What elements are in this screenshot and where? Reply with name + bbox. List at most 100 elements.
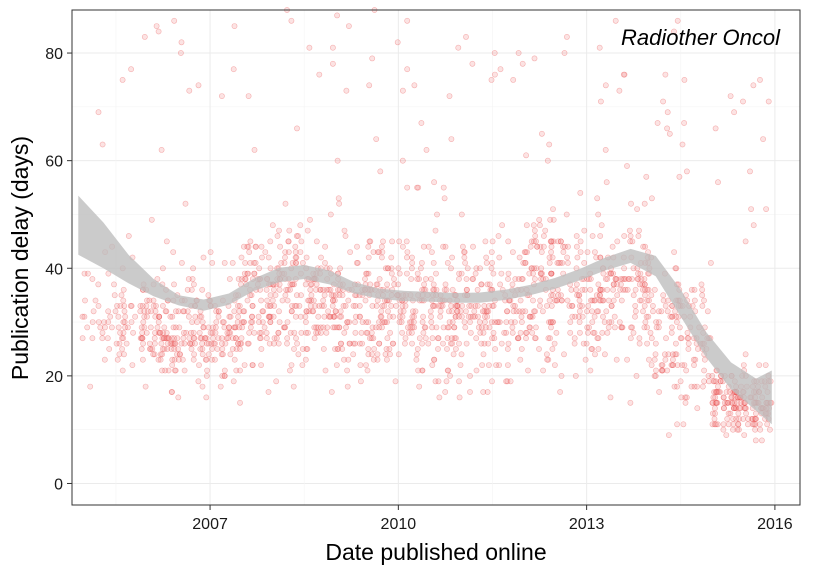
scatter-point	[185, 313, 192, 320]
scatter-point	[522, 308, 529, 315]
scatter-point	[546, 319, 552, 325]
scatter-point	[303, 254, 310, 261]
scatter-point	[579, 313, 586, 320]
scatter-point	[354, 243, 360, 250]
scatter-point	[597, 233, 604, 239]
scatter-point	[388, 265, 395, 272]
scatter-point	[582, 286, 588, 293]
scatter-point	[730, 415, 736, 422]
scatter-point	[155, 319, 162, 325]
scatter-point	[627, 399, 634, 406]
scatter-point	[402, 302, 409, 309]
scatter-point	[539, 130, 545, 137]
scatter-point	[157, 356, 164, 363]
scatter-point	[365, 319, 372, 325]
scatter-point	[357, 378, 364, 385]
scatter-point	[741, 405, 748, 412]
scatter-point	[168, 335, 175, 342]
scatter-point	[503, 319, 510, 325]
scatter-point	[341, 227, 348, 234]
scatter-point	[489, 302, 496, 309]
scatter-point	[137, 335, 144, 342]
scatter-point	[419, 367, 426, 374]
scatter-point	[433, 286, 440, 293]
scatter-point	[152, 313, 159, 320]
scatter-point	[581, 259, 588, 266]
scatter-point	[485, 308, 492, 315]
scatter-point	[633, 372, 640, 379]
scatter-point	[584, 324, 591, 331]
scatter-point	[344, 319, 350, 325]
scatter-point	[648, 362, 655, 368]
scatter-point	[244, 270, 251, 277]
scatter-point	[149, 346, 156, 352]
scatter-point	[188, 340, 195, 347]
scatter-point	[520, 259, 527, 266]
scatter-point	[152, 329, 158, 336]
scatter-point	[425, 340, 432, 347]
scatter-point	[496, 362, 502, 368]
scatter-point	[584, 249, 591, 255]
scatter-point	[366, 335, 373, 342]
scatter-point	[428, 319, 435, 325]
scatter-point	[542, 227, 549, 234]
scatter-point	[203, 372, 210, 379]
scatter-point	[178, 340, 185, 347]
scatter-point	[316, 302, 323, 309]
scatter-point	[410, 319, 417, 325]
scatter-point	[230, 335, 236, 342]
scatter-point	[307, 302, 314, 309]
scatter-point	[139, 335, 146, 342]
scatter-point	[664, 367, 671, 374]
scatter-point	[674, 319, 680, 325]
scatter-point	[273, 378, 280, 385]
scatter-point	[270, 340, 277, 347]
scatter-point	[111, 292, 118, 299]
scatter-point	[551, 340, 558, 347]
scatter-point	[282, 292, 289, 299]
scatter-point	[685, 346, 692, 352]
scatter-point	[609, 243, 616, 250]
scatter-point	[577, 238, 584, 245]
scatter-point	[509, 329, 516, 336]
scatter-point	[373, 302, 380, 309]
scatter-point	[454, 308, 461, 315]
scatter-point	[576, 308, 583, 315]
scatter-point	[684, 168, 690, 175]
scatter-point	[451, 324, 458, 331]
scatter-point	[587, 367, 594, 374]
scatter-point	[159, 346, 166, 352]
scatter-point	[518, 313, 525, 320]
scatter-point	[591, 313, 598, 320]
scatter-point	[429, 335, 436, 342]
scatter-point	[681, 120, 687, 126]
scatter-point	[666, 130, 673, 137]
scatter-point	[692, 356, 699, 363]
scatter-point	[234, 302, 241, 309]
scatter-point	[425, 243, 432, 250]
scatter-point	[318, 329, 324, 336]
scatter-point	[587, 286, 594, 293]
scatter-point	[359, 319, 366, 325]
scatter-point	[321, 313, 328, 320]
scatter-point	[737, 405, 744, 412]
scatter-point	[365, 243, 372, 250]
scatter-point	[119, 335, 125, 342]
scatter-point	[610, 286, 616, 293]
scatter-point	[373, 136, 380, 142]
scatter-point	[381, 319, 388, 325]
scatter-point	[155, 329, 162, 336]
scatter-point	[321, 302, 327, 309]
scatter-point	[555, 259, 562, 266]
scatter-point	[621, 265, 627, 272]
scatter-point	[418, 259, 425, 266]
scatter-point	[642, 286, 648, 293]
y-axis-title: Publication delay (days)	[7, 136, 33, 380]
scatter-point	[299, 362, 306, 368]
scatter-point	[438, 302, 444, 309]
scatter-point	[391, 281, 398, 288]
scatter-point	[284, 319, 291, 325]
scatter-point	[409, 340, 415, 347]
scatter-point	[627, 335, 634, 342]
scatter-point	[218, 351, 225, 358]
